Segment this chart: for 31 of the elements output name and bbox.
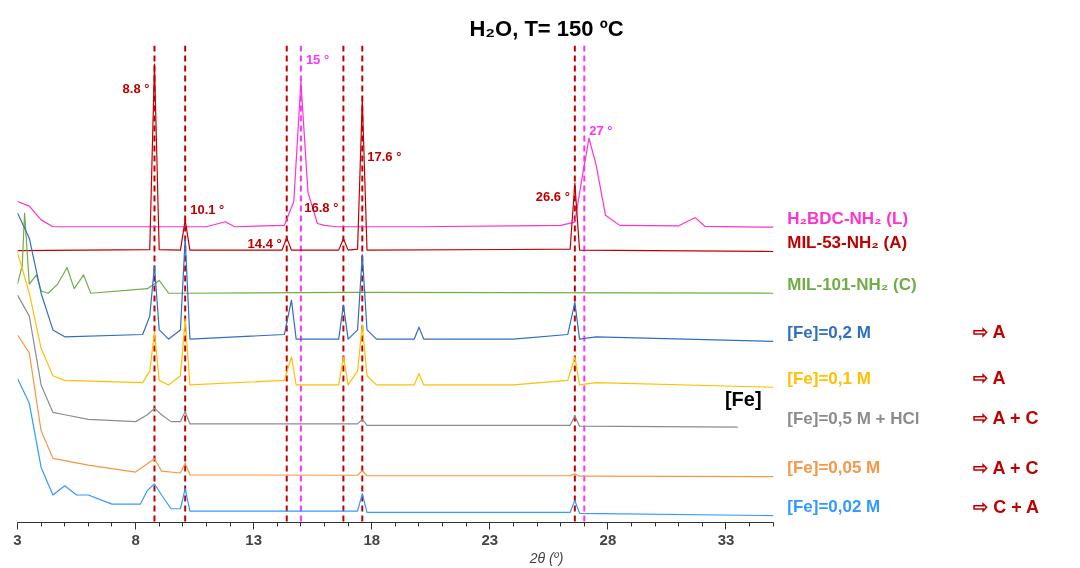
series-label: [Fe]=0,1 M [787,368,871,388]
annotation: 10.1 ° [190,202,225,218]
text: [Fe]=0,5 M + HCl [787,408,920,428]
x-tick-label: 18 [363,530,381,548]
series-label: [Fe]=0,05 M [787,458,881,478]
x-tick-label: 3 [13,530,22,548]
text: ⇨ A + C [973,408,1039,429]
series-label: [Fe]=0,2 M [787,322,871,342]
annotation: 8.8 ° [122,81,150,97]
annotation: 27 ° [589,122,613,138]
series-label: MIL-101-NH₂ (C) [787,274,917,294]
annotation: 16.8 ° [304,200,339,216]
annotation: 26.6 ° [535,188,570,204]
annotation: 17.6 ° [367,148,402,164]
x-tick-label: 8 [131,530,140,548]
annotation: 14.4 ° [247,236,282,252]
x-tick-label: 13 [245,530,263,548]
x-tick-label: 23 [481,530,499,548]
annotation: [Fe] [724,387,762,410]
series-label: MIL-53-NH₂ (A) [787,233,908,253]
text: ⇨ A [973,322,1006,343]
series-label: H₂BDC-NH₂ (L) [787,208,909,228]
annotation: 15 ° [305,51,330,67]
text: ⇨ A + C [973,457,1039,478]
series-label: [Fe]=0,02 M [787,497,881,517]
x-tick-label: 28 [599,530,617,548]
x-axis-title: 2θ (º) [528,549,564,566]
text: ⇨ C + A [973,496,1040,517]
x-tick-label: 33 [717,530,735,548]
chart-title: H₂O, T= 150 ºC [469,15,624,41]
text: ⇨ A [973,368,1006,389]
